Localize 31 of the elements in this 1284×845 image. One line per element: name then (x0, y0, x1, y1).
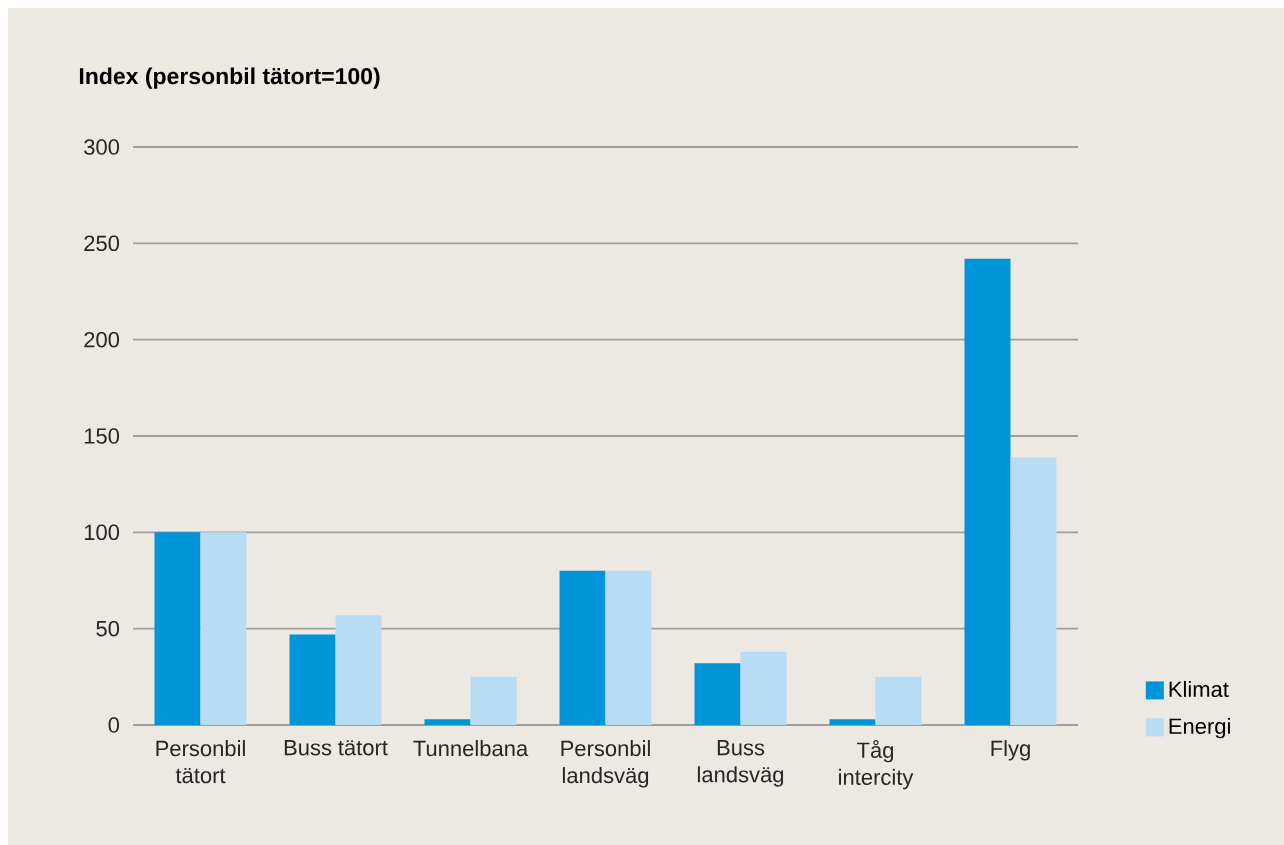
x-tick-label: Personbil tätort (156, 740, 245, 784)
bar (694, 663, 741, 725)
y-axis-title: Index (personbil tätort=100) (79, 67, 380, 89)
x-tick-label: Tunnelbana (413, 740, 529, 757)
bar (605, 570, 652, 725)
x-tick-label: Buss landsväg (697, 740, 784, 787)
x-tick-label: Personbil landsväg (561, 740, 650, 788)
bar (335, 615, 382, 725)
bar (200, 532, 247, 725)
bar (424, 719, 471, 725)
y-tick-label: 0 (108, 717, 120, 733)
bar (559, 570, 606, 725)
y-tick-label: 250 (84, 235, 120, 252)
bar (964, 258, 1011, 725)
legend-label: Klimat (1169, 680, 1229, 698)
y-tick-label: 100 (84, 524, 120, 541)
y-tick-label: 200 (84, 331, 120, 348)
legend-label: Energi (1169, 717, 1230, 739)
bar (154, 532, 201, 725)
bar (740, 651, 787, 725)
x-tick-label: Flyg (991, 740, 1030, 761)
x-tick-label: Tåg intercity (839, 740, 914, 790)
bar (289, 634, 336, 725)
x-tick-label: Buss tätort (284, 740, 388, 756)
bar (829, 719, 876, 725)
bar (875, 676, 922, 725)
y-tick-label: 300 (84, 139, 120, 155)
y-tick-label: 50 (96, 620, 120, 637)
y-tick-label: 150 (84, 428, 120, 444)
bar (1010, 457, 1057, 725)
bar (470, 676, 517, 725)
